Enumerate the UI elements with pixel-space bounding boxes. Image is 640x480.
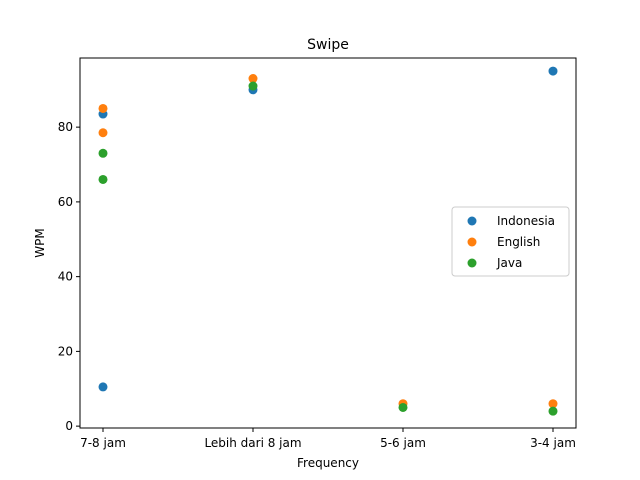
data-point-java [98,174,108,184]
data-point-java [98,148,108,158]
y-tick-label: 40 [58,270,73,284]
x-tick-label: 7-8 jam [80,436,126,450]
y-tick-label: 20 [58,344,73,358]
legend-marker [467,258,477,268]
x-tick-label: 5-6 jam [380,436,426,450]
legend-marker [467,216,477,226]
data-point-java [398,402,408,412]
data-point-english [98,128,108,138]
data-point-indonesia [548,66,558,76]
legend-label: English [497,235,540,249]
legend-box [451,206,570,277]
legend: Indonesia English Java [451,206,570,277]
legend-label: Java [496,256,522,270]
data-point-english [248,74,258,84]
plot-frame [79,57,577,429]
legend-label: Indonesia [497,214,555,228]
y-tick-label: 80 [58,120,73,134]
legend-marker [467,237,477,247]
y-tick-label: 60 [58,195,73,209]
x-tick-label: 3-4 jam [530,436,576,450]
x-tick-label: Lebih dari 8 jam [204,436,301,450]
data-point-indonesia [98,382,108,392]
chart-title: Swipe [307,37,349,53]
data-point-english [98,103,108,113]
y-axis-label: WPM [33,228,47,257]
data-point-java [548,406,558,416]
x-axis-label: Frequency [297,456,359,470]
data-point-java [248,81,258,91]
y-tick-label: 0 [65,419,73,433]
data-point-english [548,399,558,409]
